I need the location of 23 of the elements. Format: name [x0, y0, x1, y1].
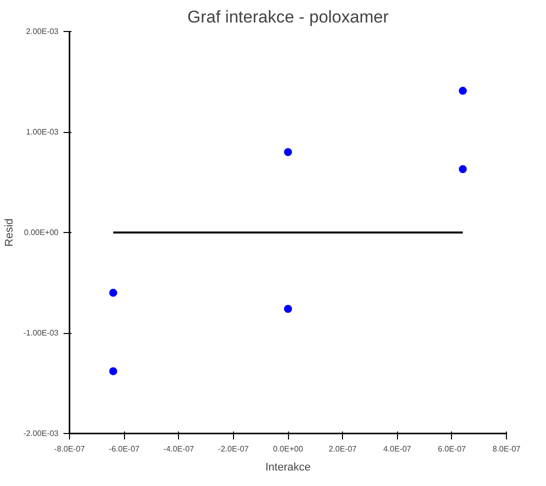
x-tick-label: -8.0E-07: [54, 444, 86, 454]
point: [458, 165, 467, 174]
x-axis-title: Interakce: [265, 462, 311, 474]
y-tick-label: 2.00E-03: [26, 27, 60, 36]
point: [109, 288, 118, 297]
point: [284, 304, 292, 313]
y-tick-label: -2.00E-03: [23, 429, 60, 438]
x-tick-label: 8.0E-07: [492, 444, 522, 454]
x-tick-label: 6.0E-07: [438, 444, 466, 454]
point: [284, 148, 292, 156]
y-axis-title: Resid: [3, 218, 16, 247]
chart-title: Graf interakce - poloxamer: [187, 8, 389, 26]
x-tick-label: 0.0E+00: [272, 444, 304, 454]
x-tick-label: -4.0E-07: [163, 444, 195, 454]
y-tick-label: 0.00E+00: [24, 228, 60, 237]
y-tick-label: -1.00E-03: [23, 328, 60, 338]
x-tick-label: 2.0E-07: [328, 444, 358, 454]
x-tick-label: 4.0E-07: [383, 444, 412, 454]
point: [109, 367, 118, 376]
point: [458, 86, 467, 95]
x-tick-label: -6.0E-07: [108, 444, 140, 454]
y-tick-label: 1.00E-03: [26, 128, 60, 136]
x-tick-label: -2.0E-07: [218, 444, 250, 454]
